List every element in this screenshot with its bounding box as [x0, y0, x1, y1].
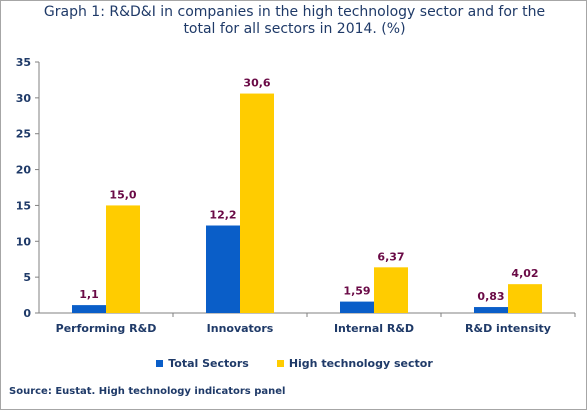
legend-item-high-technology: High technology sector [276, 357, 433, 370]
legend-swatch-high-technology [276, 360, 284, 367]
y-tick-label: 15 [16, 199, 31, 212]
source-note: Source: Eustat. High technology indicato… [9, 386, 286, 397]
legend-label-high-technology: High technology sector [288, 357, 433, 370]
bar [474, 307, 508, 313]
chart-title-line-1: Graph 1: R&D&I in companies in the high … [43, 4, 546, 20]
bar [374, 267, 408, 313]
data-label: 30,6 [243, 77, 270, 90]
legend-label-total-sectors: Total Sectors [168, 357, 249, 370]
x-tick-label: Innovators [207, 322, 274, 335]
data-label: 1,59 [343, 285, 370, 298]
bar [106, 205, 140, 313]
bar [206, 225, 240, 313]
data-label: 0,83 [477, 290, 504, 303]
y-tick-label: 20 [16, 164, 32, 177]
chart-title: Graph 1: R&D&I in companies in the high … [1, 4, 587, 38]
bar [340, 301, 374, 313]
y-tick-label: 25 [16, 128, 31, 141]
chart-title-line-2: total for all sectors in 2014. (%) [183, 21, 406, 37]
chart-legend: Total Sectors High technology sector [1, 357, 587, 370]
data-label: 4,02 [511, 267, 538, 280]
data-label: 15,0 [109, 188, 136, 201]
legend-swatch-total-sectors [156, 360, 164, 367]
y-tick-label: 30 [16, 92, 32, 105]
data-label: 6,37 [377, 250, 404, 263]
data-label: 1,1 [79, 288, 99, 301]
x-tick-label: Performing R&D [56, 322, 157, 335]
y-tick-label: 5 [23, 271, 31, 284]
bar [72, 305, 106, 313]
y-tick-label: 35 [16, 56, 31, 69]
bar [508, 284, 542, 313]
y-tick-label: 0 [23, 307, 31, 320]
x-tick-label: Internal R&D [334, 322, 414, 335]
legend-item-total-sectors: Total Sectors [156, 357, 249, 370]
bar [240, 93, 274, 313]
data-label: 12,2 [209, 209, 236, 222]
x-tick-label: R&D intensity [465, 322, 551, 335]
y-tick-label: 10 [16, 235, 32, 248]
